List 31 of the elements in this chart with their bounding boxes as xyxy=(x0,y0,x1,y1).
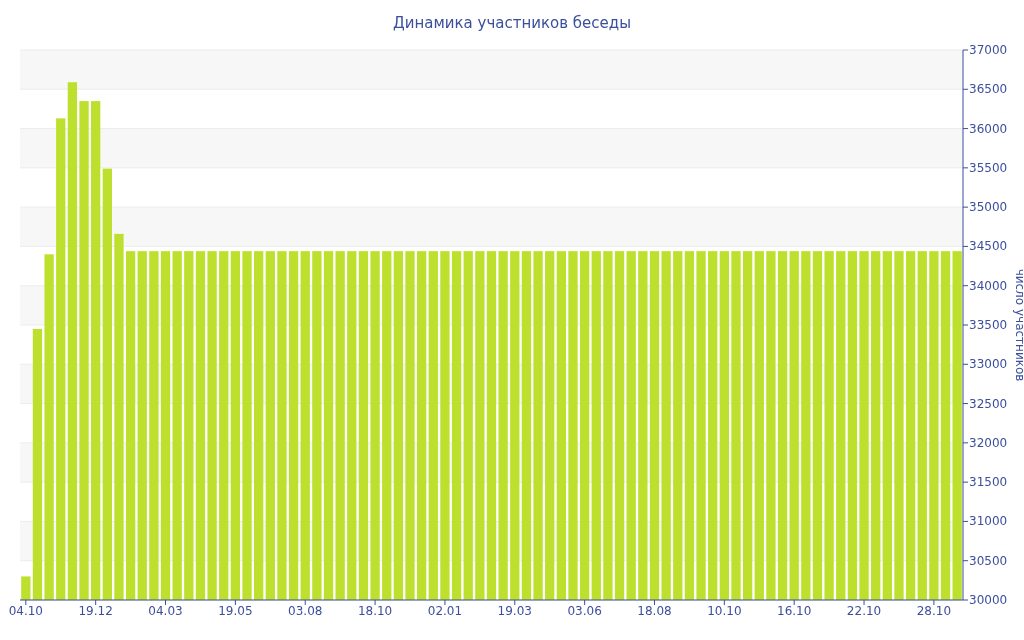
x-tick-label: 03.06 xyxy=(567,604,602,618)
x-tick-label: 04.10 xyxy=(8,604,43,618)
x-tick-label: 16.10 xyxy=(777,604,812,618)
y-tick-label: 30500 xyxy=(969,553,1008,568)
y-tick-label: 33500 xyxy=(969,318,1008,332)
y-tick-label: 32500 xyxy=(969,396,1008,411)
x-tick-label: 02.01 xyxy=(427,604,463,618)
chart-title: Динамика участников беседы xyxy=(392,14,632,32)
y-tick-label: 33000 xyxy=(969,357,1008,372)
y-tick-label: 31500 xyxy=(969,475,1008,490)
x-tick-label: 03.08 xyxy=(288,604,323,618)
y-tick-label: 31000 xyxy=(969,514,1008,529)
x-tick-label: 19.03 xyxy=(497,604,532,618)
y-axis-title: число участников xyxy=(1013,268,1024,382)
x-tick-label: 19.05 xyxy=(218,604,253,618)
x-tick-label: 04.03 xyxy=(148,604,183,618)
y-tick-label: 37000 xyxy=(969,43,1008,57)
y-tick-label: 36500 xyxy=(969,82,1008,97)
x-tick-label: 22.10 xyxy=(846,604,882,618)
x-tick-label: 10.10 xyxy=(707,604,742,618)
x-tick-label: 19.12 xyxy=(78,604,113,618)
y-tick-label: 34500 xyxy=(969,239,1008,254)
y-tick-label: 34000 xyxy=(969,278,1008,293)
y-tick-label: 35500 xyxy=(969,160,1008,175)
x-tick-label: 28.10 xyxy=(916,604,952,618)
x-tick-label: 18.08 xyxy=(637,604,672,618)
x-tick-label: 18.10 xyxy=(357,604,393,618)
y-tick-label: 36000 xyxy=(969,121,1008,136)
y-tick-label: 32000 xyxy=(969,435,1008,450)
y-tick-label: 35000 xyxy=(969,200,1008,215)
y-tick-label: 30000 xyxy=(969,593,1008,607)
